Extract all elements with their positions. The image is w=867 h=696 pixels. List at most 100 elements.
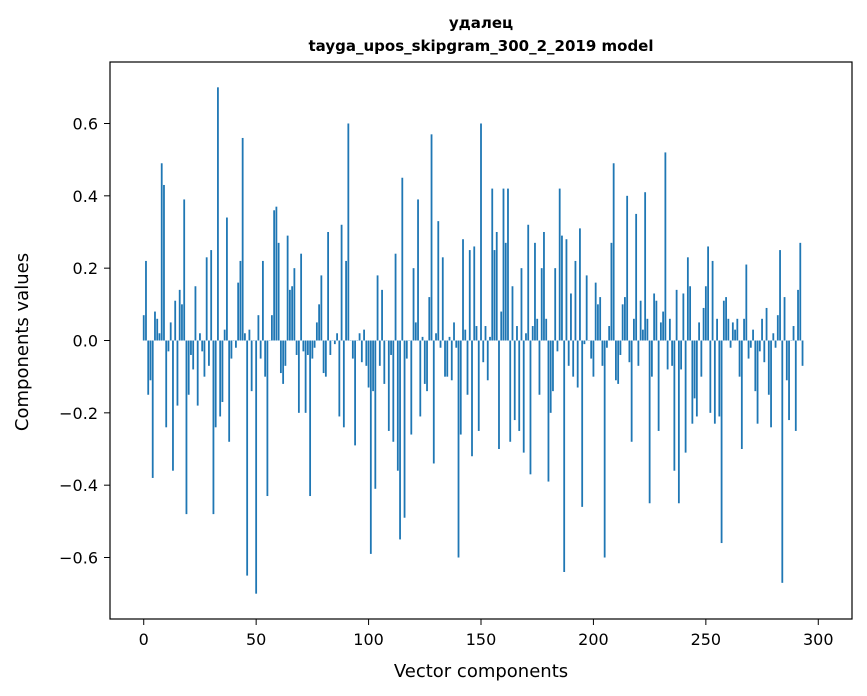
bar [691,340,694,424]
bar [597,304,599,341]
bar [558,188,561,341]
bar [342,340,345,428]
y-tick-label: −0.6 [59,549,98,568]
bar [390,340,392,355]
bar [716,318,718,341]
x-tick-label: 200 [578,630,609,649]
bar [511,286,514,341]
bar [749,340,752,348]
bar [650,340,653,377]
bar [275,206,278,341]
x-tick-label: 0 [139,630,149,649]
bar [785,340,788,381]
bar [536,318,539,341]
bar [360,340,363,363]
bar [315,322,318,341]
bar [412,268,415,341]
bar [394,253,397,341]
bar [273,210,276,341]
bar [174,300,177,341]
bar [693,340,696,399]
bar [212,340,215,515]
bar [731,322,734,341]
bar [770,340,772,428]
bar [608,326,611,341]
bar [468,250,471,341]
bar [509,340,512,442]
bar [585,275,588,341]
bar [383,340,386,384]
bar [165,340,168,428]
bar [410,340,413,435]
bar [702,307,705,341]
bar [358,333,361,341]
bar [378,340,381,366]
bar [466,340,469,395]
bar [264,340,267,377]
bar [277,242,280,341]
bar [167,340,170,352]
bar [480,123,482,341]
bar [644,192,647,341]
bar [223,329,226,341]
bar [594,282,597,341]
x-tick-label: 100 [353,630,384,649]
bar [311,340,314,359]
bar [779,250,781,341]
y-tick-label: −0.2 [59,404,98,423]
bar [689,286,692,341]
bar [178,289,181,341]
bar [570,293,572,341]
bar [313,340,316,348]
bar [194,286,197,341]
bar [781,340,784,583]
bar [365,340,368,366]
bar [565,239,568,341]
bar [446,340,449,377]
bar [439,340,442,348]
bar [502,188,505,341]
bar [414,322,417,341]
bar [210,250,213,341]
y-axis-label: Components values [12,253,33,431]
bar [304,340,307,413]
bar [387,340,390,431]
bar [419,340,422,417]
bar [255,340,258,594]
bar [284,340,287,366]
bar [142,315,145,341]
bar [309,340,312,497]
bar [752,329,754,341]
bar [579,228,581,341]
bar [201,340,204,352]
bar [403,340,406,518]
bar [529,340,532,475]
bar [491,188,494,341]
bar [149,340,152,381]
bar [145,260,147,341]
bar [151,340,154,478]
bar [437,221,440,341]
bar [720,340,723,544]
bar [783,297,786,341]
bar [698,322,701,341]
bar [484,326,487,341]
bar [462,239,464,341]
bar [444,340,446,377]
bar [421,336,424,341]
y-tick-label: 0.6 [73,114,98,133]
bar [765,307,768,341]
bar [756,340,759,424]
bar [601,340,604,366]
bar [208,340,210,366]
bar [677,340,680,504]
bar [543,231,545,341]
bar [441,257,444,341]
bar [464,329,467,341]
bar [214,340,217,428]
bar [799,242,802,341]
bar [639,300,642,341]
bar [527,224,530,341]
bar [659,322,662,341]
bar [603,340,606,558]
